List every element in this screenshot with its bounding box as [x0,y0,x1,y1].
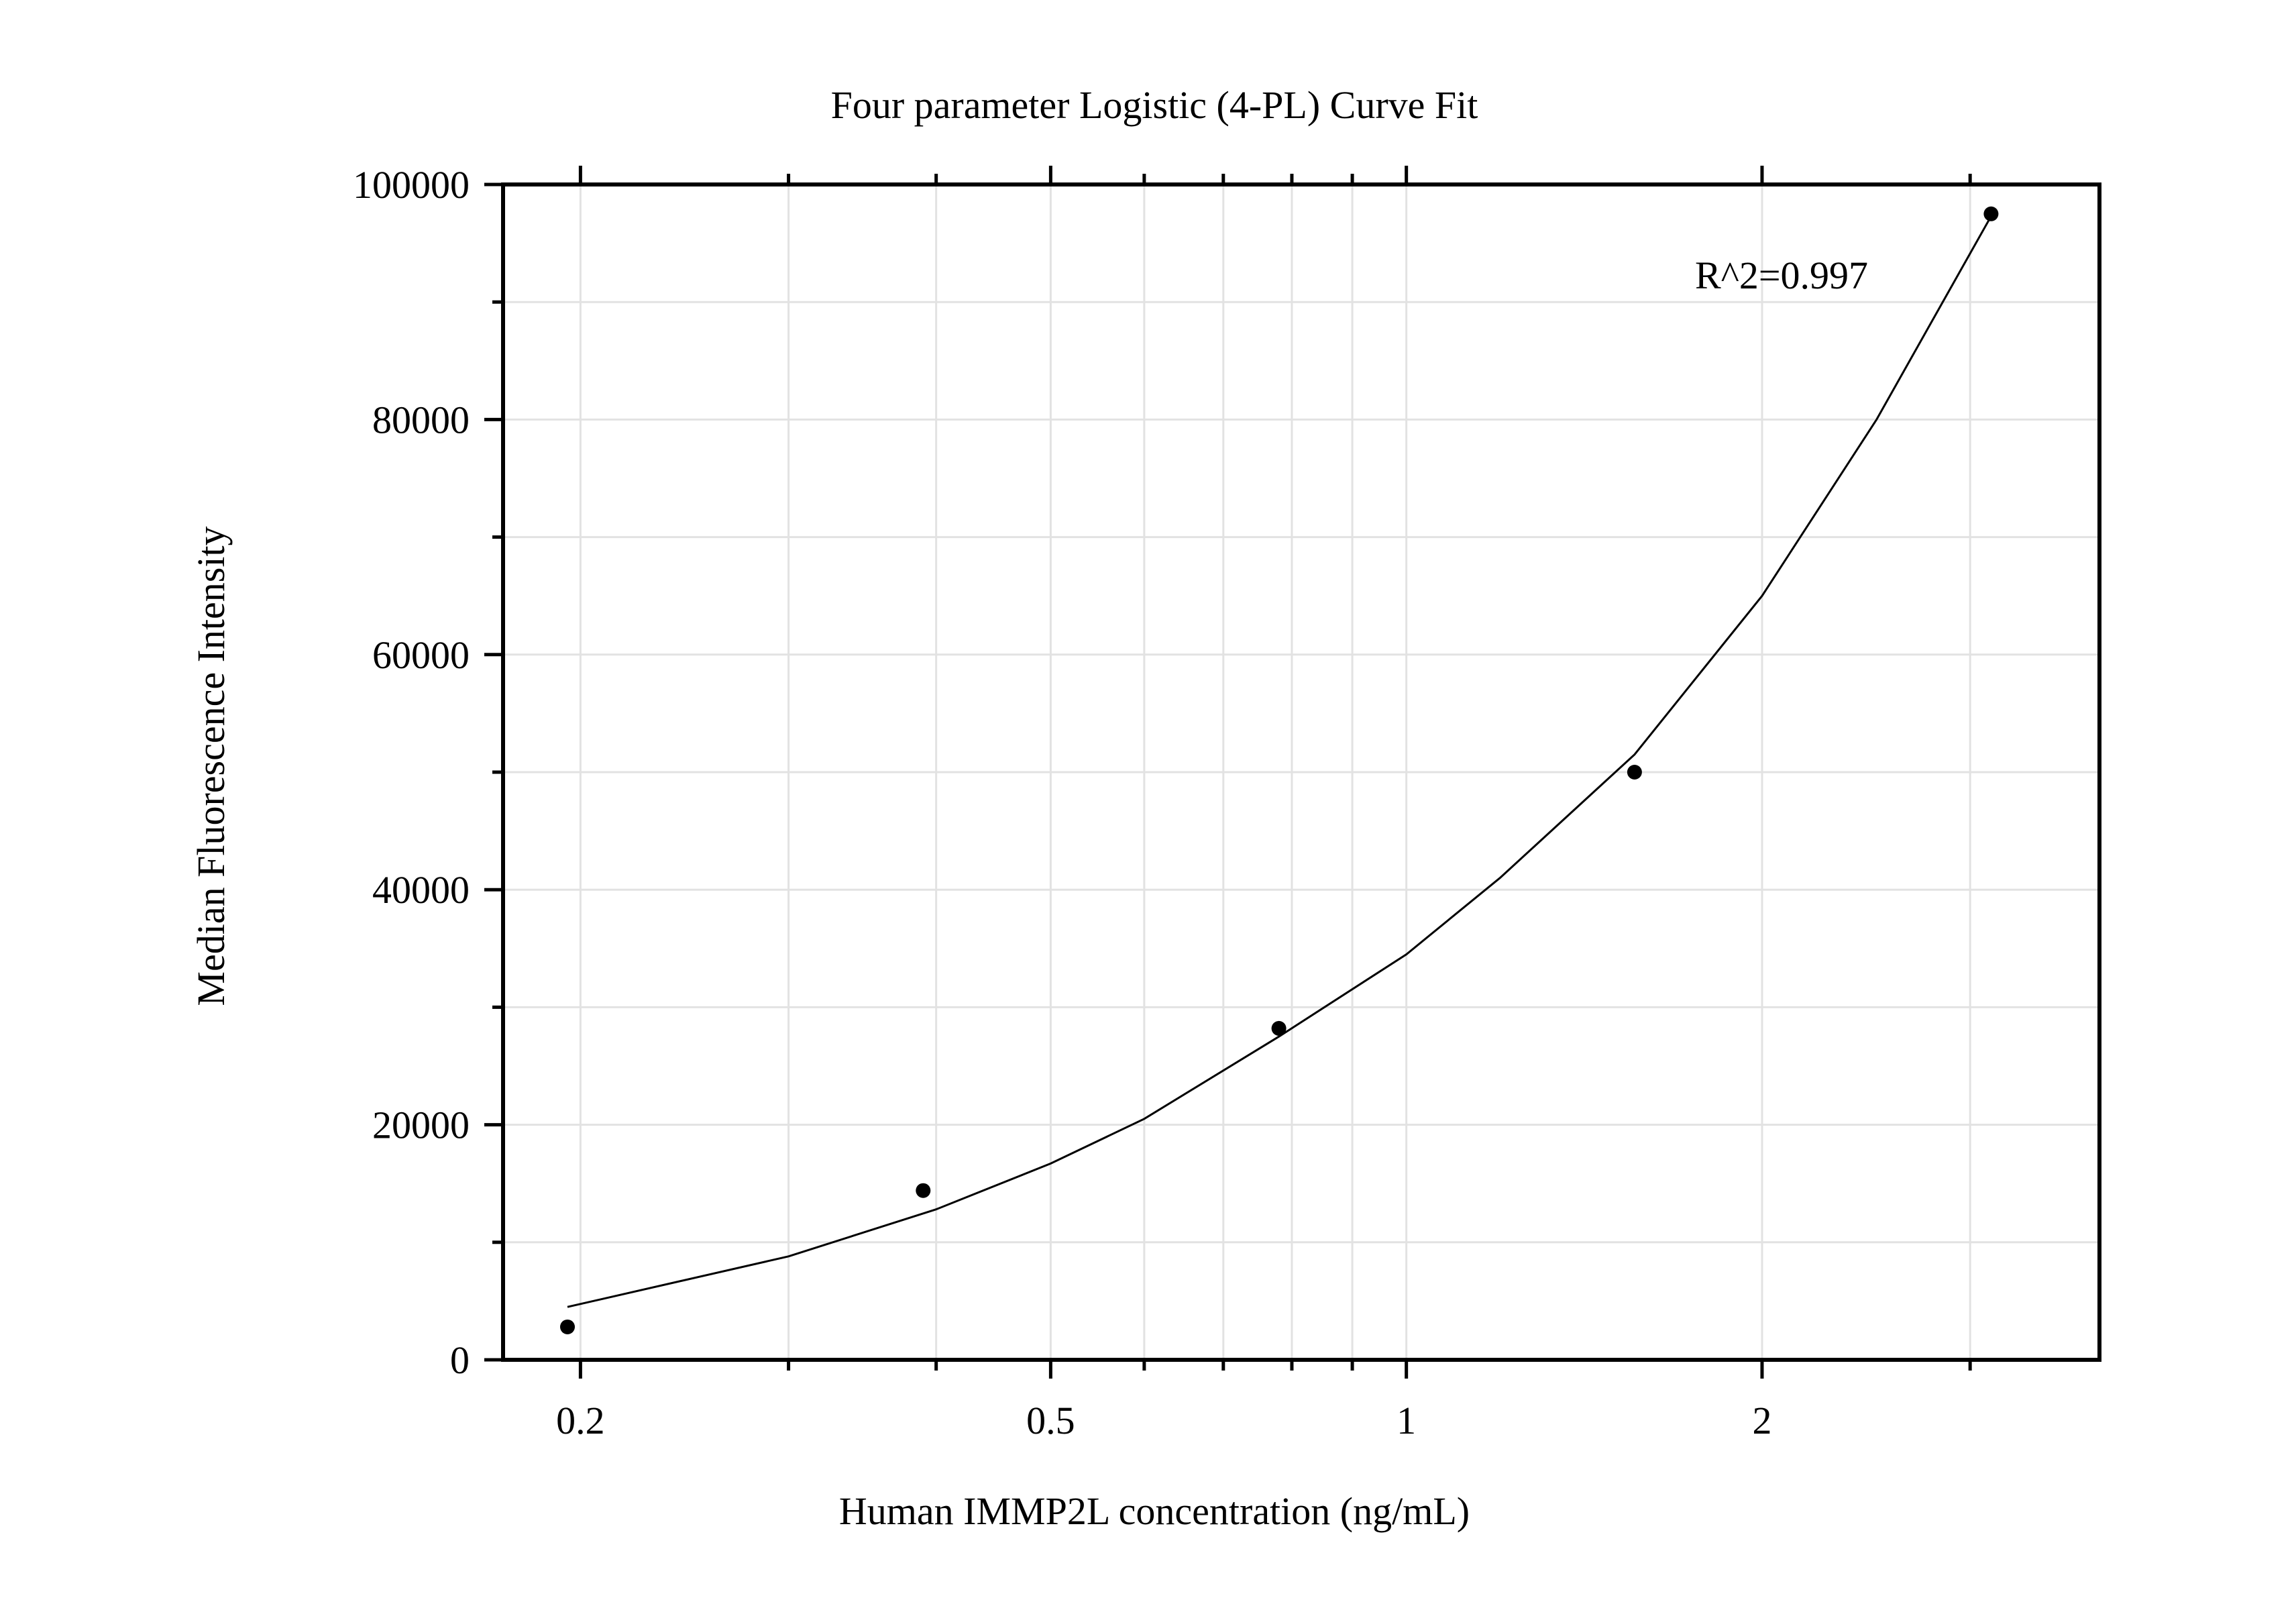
y-tick-label: 20000 [372,1104,470,1147]
x-tick-label: 0.2 [556,1399,605,1442]
y-axis-label: Median Fluorescence Intensity [189,526,233,1006]
y-tick-label: 60000 [372,633,470,677]
y-tick-label: 80000 [372,398,470,441]
x-tick-labels: 0.2 0.5 1 2 [556,1399,1771,1442]
data-point [916,1183,931,1198]
data-points-layer [560,206,1999,1334]
y-tick-label: 100000 [353,163,470,207]
data-point [560,1319,576,1334]
r-squared-annotation: R^2=0.997 [1695,254,1868,297]
x-tick-label: 2 [1752,1399,1771,1442]
data-point [1627,765,1642,780]
data-point [1983,206,1999,221]
fit-curve [567,215,1992,1308]
grid [503,184,2099,1360]
x-tick-label: 0.5 [1026,1399,1075,1442]
fit-curve-layer [567,215,1992,1308]
chart-title: Four parameter Logistic (4-PL) Curve Fit [831,83,1478,127]
y-tick-label: 40000 [372,868,470,912]
axis-ticks [484,166,1972,1379]
data-point [1271,1020,1287,1036]
y-tick-label: 0 [450,1338,470,1382]
x-axis-label: Human IMMP2L concentration (ng/mL) [839,1489,1470,1533]
y-tick-labels: 0 20000 40000 60000 80000 100000 [353,163,470,1382]
x-tick-label: 1 [1397,1399,1416,1442]
